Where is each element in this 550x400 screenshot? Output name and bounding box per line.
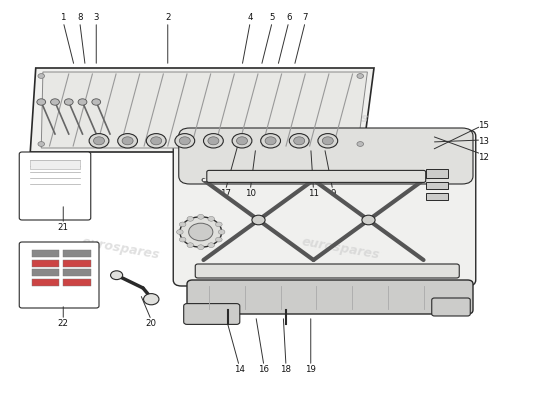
Text: 13: 13 <box>478 138 490 146</box>
Circle shape <box>89 134 109 148</box>
Circle shape <box>180 217 222 247</box>
Circle shape <box>177 230 183 234</box>
Circle shape <box>322 137 333 145</box>
Circle shape <box>232 134 252 148</box>
FancyBboxPatch shape <box>19 152 91 220</box>
FancyBboxPatch shape <box>184 304 240 324</box>
Text: 16: 16 <box>258 366 270 374</box>
Circle shape <box>146 134 166 148</box>
FancyBboxPatch shape <box>195 264 459 278</box>
Circle shape <box>122 137 133 145</box>
Text: 22: 22 <box>58 320 69 328</box>
Bar <box>426 193 448 200</box>
Circle shape <box>318 134 338 148</box>
Bar <box>32 279 59 286</box>
Text: 17: 17 <box>220 190 231 198</box>
Bar <box>32 250 59 257</box>
Circle shape <box>38 142 45 146</box>
Circle shape <box>218 230 225 234</box>
Text: 18: 18 <box>280 366 292 374</box>
Circle shape <box>78 99 87 105</box>
Bar <box>63 260 91 267</box>
FancyBboxPatch shape <box>19 242 99 308</box>
Text: 11: 11 <box>308 190 319 198</box>
Bar <box>63 279 91 286</box>
FancyBboxPatch shape <box>207 170 426 182</box>
FancyBboxPatch shape <box>173 130 476 286</box>
Text: 12: 12 <box>478 154 490 162</box>
Text: eurospares: eurospares <box>81 235 161 261</box>
Circle shape <box>179 237 186 242</box>
Text: 14: 14 <box>234 366 245 374</box>
Polygon shape <box>30 68 374 152</box>
Circle shape <box>151 137 162 145</box>
Text: eurospares: eurospares <box>81 99 161 125</box>
Text: 5: 5 <box>270 14 275 22</box>
Text: 8: 8 <box>77 14 82 22</box>
Circle shape <box>294 137 305 145</box>
Circle shape <box>187 216 194 221</box>
Circle shape <box>208 137 219 145</box>
Text: 3: 3 <box>94 14 99 22</box>
Text: eurospares: eurospares <box>290 99 370 125</box>
Circle shape <box>265 137 276 145</box>
Bar <box>426 182 448 189</box>
Circle shape <box>144 294 159 305</box>
Bar <box>32 260 59 267</box>
Text: 9: 9 <box>330 190 336 198</box>
Bar <box>63 269 91 276</box>
Circle shape <box>175 134 195 148</box>
Text: 15: 15 <box>478 122 490 130</box>
Circle shape <box>187 243 194 248</box>
Text: 2: 2 <box>165 14 170 22</box>
Circle shape <box>252 215 265 225</box>
Bar <box>30 160 80 169</box>
Circle shape <box>289 134 309 148</box>
Circle shape <box>261 134 280 148</box>
Circle shape <box>92 99 101 105</box>
Circle shape <box>94 137 104 145</box>
Circle shape <box>208 216 214 221</box>
Text: 6: 6 <box>286 14 292 22</box>
Circle shape <box>179 137 190 145</box>
Text: 10: 10 <box>245 190 256 198</box>
Circle shape <box>216 222 222 227</box>
FancyBboxPatch shape <box>179 128 473 184</box>
Bar <box>63 250 91 257</box>
Text: 20: 20 <box>146 320 157 328</box>
Text: 21: 21 <box>58 224 69 232</box>
Circle shape <box>189 223 213 241</box>
Circle shape <box>362 215 375 225</box>
Circle shape <box>204 134 223 148</box>
Circle shape <box>208 243 214 248</box>
Circle shape <box>179 222 186 227</box>
Circle shape <box>197 245 204 250</box>
Circle shape <box>51 99 59 105</box>
Polygon shape <box>41 72 367 148</box>
Circle shape <box>64 99 73 105</box>
Text: eurospares: eurospares <box>301 235 381 261</box>
Circle shape <box>38 74 45 78</box>
Circle shape <box>357 74 364 78</box>
Bar <box>32 269 59 276</box>
Circle shape <box>118 134 138 148</box>
Circle shape <box>216 237 222 242</box>
FancyBboxPatch shape <box>432 298 470 316</box>
Circle shape <box>37 99 46 105</box>
Text: 19: 19 <box>305 366 316 374</box>
Text: 4: 4 <box>248 14 253 22</box>
Bar <box>426 169 448 178</box>
Circle shape <box>236 137 248 145</box>
Text: 1: 1 <box>60 14 66 22</box>
FancyBboxPatch shape <box>187 280 473 314</box>
Text: 7: 7 <box>302 14 308 22</box>
Circle shape <box>197 214 204 219</box>
Circle shape <box>111 271 123 280</box>
Circle shape <box>357 142 364 146</box>
